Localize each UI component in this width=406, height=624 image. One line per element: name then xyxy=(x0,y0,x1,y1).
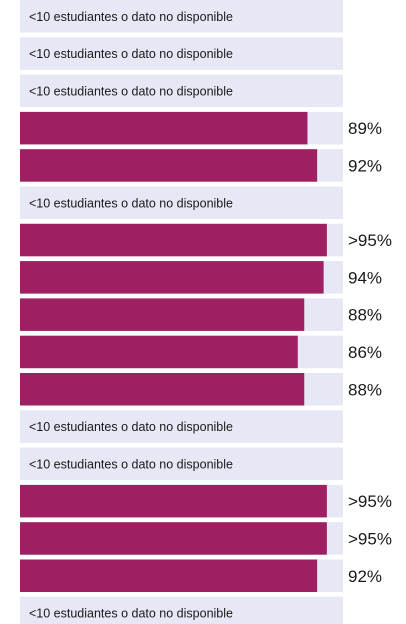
not-available-label: <10 estudiantes o dato no disponible xyxy=(29,457,233,471)
value-label: >95% xyxy=(348,492,392,511)
bar-track xyxy=(20,74,343,108)
bar-track xyxy=(20,447,343,481)
bar-track xyxy=(20,596,343,624)
bar xyxy=(20,373,305,406)
value-label: 92% xyxy=(348,156,382,175)
value-label: 89% xyxy=(348,119,382,138)
not-available-label: <10 estudiantes o dato no disponible xyxy=(29,47,233,61)
bar xyxy=(20,335,298,369)
bar xyxy=(20,111,308,145)
bar xyxy=(20,559,318,592)
bar xyxy=(20,261,324,294)
bar-track xyxy=(20,37,343,70)
value-label: 94% xyxy=(348,268,382,287)
value-label: >95% xyxy=(348,529,392,548)
not-available-label: <10 estudiantes o dato no disponible xyxy=(29,420,233,434)
bar xyxy=(20,298,305,331)
bar-track xyxy=(20,410,343,443)
value-label: 88% xyxy=(348,306,382,325)
bar-track xyxy=(20,186,343,219)
bar xyxy=(20,223,327,257)
value-label: 88% xyxy=(348,380,382,399)
bar xyxy=(20,484,327,518)
bar xyxy=(20,522,327,555)
not-available-label: <10 estudiantes o dato no disponible xyxy=(29,84,233,98)
bar-track xyxy=(20,0,343,33)
value-label: 92% xyxy=(348,567,382,586)
not-available-label: <10 estudiantes o dato no disponible xyxy=(29,10,233,24)
value-label: 86% xyxy=(348,343,382,362)
not-available-label: <10 estudiantes o dato no disponible xyxy=(29,196,233,210)
value-label: >95% xyxy=(348,231,392,250)
bar xyxy=(20,149,318,182)
not-available-label: <10 estudiantes o dato no disponible xyxy=(29,607,233,621)
